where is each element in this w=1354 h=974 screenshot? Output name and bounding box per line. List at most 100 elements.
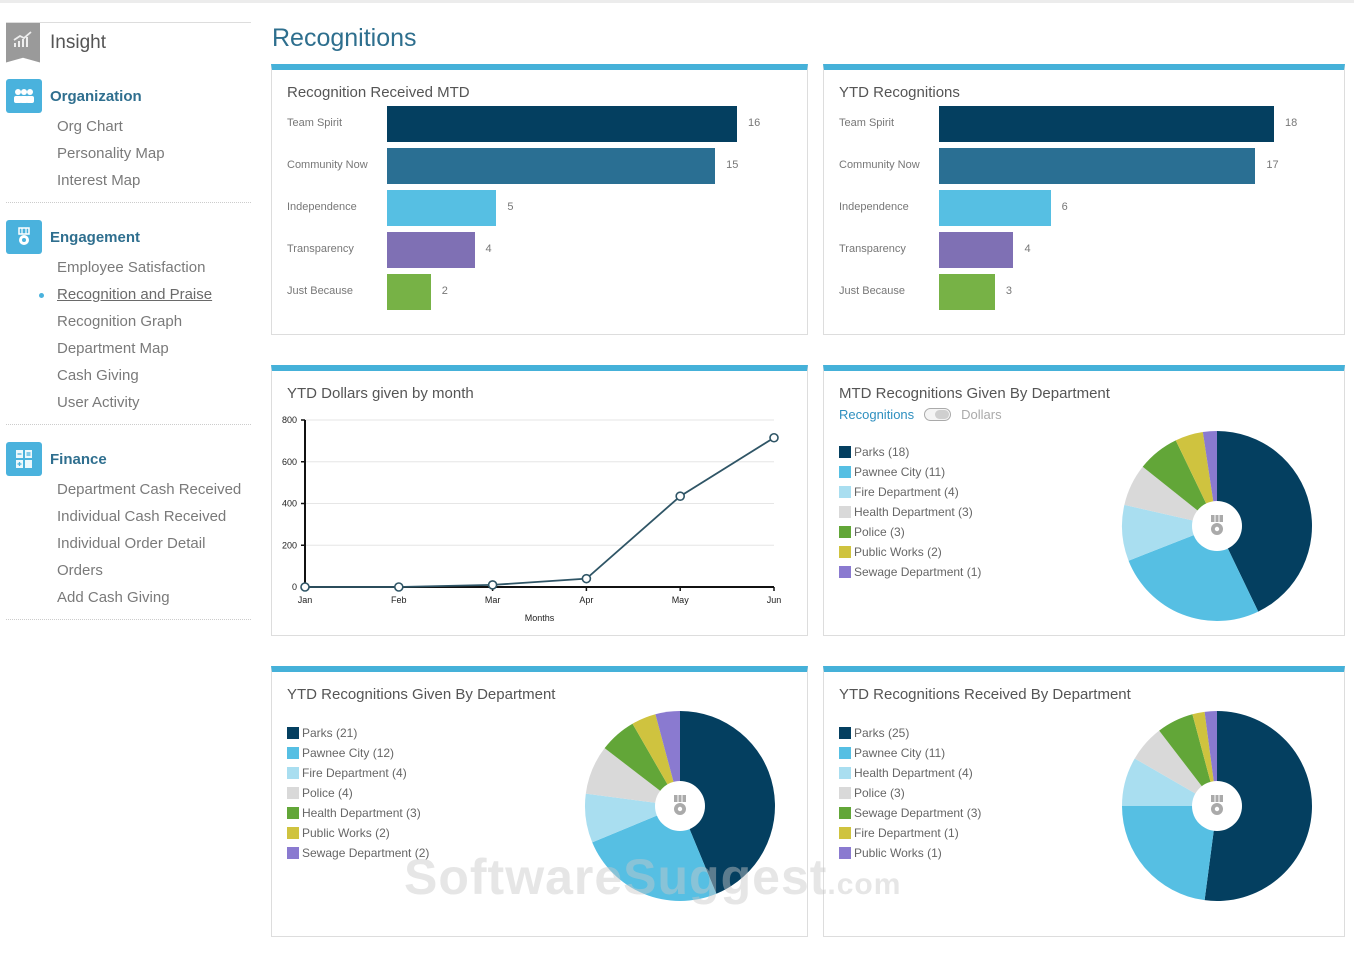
sidebar-item-user-activity[interactable]: User Activity (57, 394, 140, 411)
legend-item[interactable]: Fire Department (4) (839, 482, 981, 502)
legend-swatch (287, 787, 299, 799)
legend-item[interactable]: Parks (25) (839, 723, 981, 743)
top-border (0, 0, 1354, 3)
bar-label: Just Because (839, 285, 906, 297)
pie-slice[interactable] (1142, 440, 1217, 526)
legend-item[interactable]: Police (3) (839, 522, 981, 542)
finance-header[interactable]: Finance (6, 442, 251, 476)
legend-item[interactable]: Police (3) (839, 783, 981, 803)
toggle-switch[interactable] (924, 408, 952, 421)
legend-item[interactable]: Fire Department (1) (839, 823, 981, 843)
pie-slice[interactable] (1122, 806, 1217, 901)
legend-item[interactable]: Health Department (3) (287, 803, 429, 823)
pie-slice[interactable] (1134, 730, 1217, 806)
y-tick-label: 0 (292, 582, 297, 592)
bar[interactable] (939, 106, 1274, 142)
data-point[interactable] (394, 582, 404, 592)
organization-header[interactable]: Organization (6, 79, 251, 113)
pie-slice[interactable] (1122, 758, 1217, 807)
legend-item[interactable]: Fire Department (4) (287, 763, 429, 783)
toggle-dollars-label[interactable]: Dollars (961, 407, 1002, 422)
legend-item[interactable]: Pawnee City (11) (839, 743, 981, 763)
sidebar-item-individual-cash-received[interactable]: Individual Cash Received (57, 508, 227, 525)
bar[interactable] (387, 274, 431, 310)
bar-value-label: 16 (748, 117, 761, 129)
legend-item[interactable]: Pawnee City (12) (287, 743, 429, 763)
bar-value-label: 3 (1005, 285, 1012, 297)
medal-icon (674, 795, 686, 815)
bar[interactable] (939, 148, 1256, 184)
people-icon (6, 79, 42, 113)
bar[interactable] (387, 148, 716, 184)
legend-item[interactable]: Sewage Department (1) (839, 562, 981, 582)
sidebar-item-org-chart[interactable]: Org Chart (57, 118, 123, 135)
bar[interactable] (939, 274, 995, 310)
pie-slice[interactable] (632, 714, 681, 806)
sidebar-item-add-cash-giving[interactable]: Add Cash Giving (57, 589, 170, 606)
data-point[interactable] (675, 491, 686, 501)
toggle-recognitions-label[interactable]: Recognitions (839, 407, 915, 422)
legend-swatch (839, 767, 851, 779)
pie-slice[interactable] (585, 748, 680, 806)
legend-item[interactable]: Health Department (3) (839, 502, 981, 522)
pie-slice[interactable] (1217, 431, 1312, 612)
bar[interactable] (387, 190, 497, 226)
bar[interactable] (387, 232, 475, 268)
pie-slice[interactable] (1122, 504, 1217, 561)
pie-slice[interactable] (680, 711, 775, 894)
sidebar-item-employee-satisfaction[interactable]: Employee Satisfaction (57, 259, 206, 276)
insight-header[interactable]: Insight (6, 22, 251, 63)
y-tick-label: 400 (282, 499, 297, 509)
legend-swatch (839, 526, 851, 538)
legend-label: Sewage Department (1) (854, 565, 982, 579)
bar[interactable] (939, 190, 1051, 226)
data-point[interactable] (769, 432, 779, 443)
sidebar-item-individual-order-detail[interactable]: Individual Order Detail (57, 535, 206, 552)
sidebar-item-interest-map[interactable]: Interest Map (57, 172, 141, 189)
legend-item[interactable]: Parks (18) (839, 442, 981, 462)
bar-value-label: 4 (485, 243, 492, 255)
pie-slice[interactable] (1124, 466, 1217, 526)
legend-label: Fire Department (4) (302, 766, 407, 780)
y-tick-label: 800 (282, 415, 297, 425)
sidebar-item-orders[interactable]: Orders (57, 562, 103, 579)
pie-slice[interactable] (604, 723, 680, 806)
legend-item[interactable]: Public Works (2) (287, 823, 429, 843)
sidebar-item-personality-map[interactable]: Personality Map (57, 145, 165, 162)
legend-item[interactable]: Sewage Department (2) (287, 843, 429, 863)
sidebar-item-cash-giving[interactable]: Cash Giving (57, 367, 139, 384)
legend-item[interactable]: Health Department (4) (839, 763, 981, 783)
pie-slice[interactable] (1128, 526, 1259, 621)
medal-icon (1211, 795, 1223, 815)
data-point[interactable] (487, 580, 498, 590)
engagement-header[interactable]: Engagement (6, 220, 251, 254)
data-point[interactable] (300, 582, 310, 592)
card-title: YTD Dollars given by month (287, 385, 474, 402)
sidebar-item-recognition-graph[interactable]: Recognition Graph (57, 313, 183, 330)
mtd-given-by-department-card: MTD Recognitions Given By Department Rec… (823, 365, 1345, 636)
sidebar-item-recognition-and-praise[interactable]: Recognition and Praise (39, 281, 251, 308)
y-tick-label: 600 (282, 457, 297, 467)
pie-slice[interactable] (1175, 432, 1217, 526)
legend-swatch (839, 566, 851, 578)
sidebar-item-department-cash-received[interactable]: Department Cash Received (57, 481, 242, 498)
legend-item[interactable]: Public Works (1) (839, 843, 981, 863)
bar-label: Independence (839, 201, 909, 213)
sidebar-item-department-map[interactable]: Department Map (57, 340, 169, 357)
engagement-items: Employee Satisfaction Recognition and Pr… (6, 254, 251, 416)
legend-item[interactable]: Parks (21) (287, 723, 429, 743)
legend-item[interactable]: Sewage Department (3) (839, 803, 981, 823)
bar[interactable] (939, 232, 1014, 268)
x-tick-label: Feb (391, 595, 407, 605)
legend-item[interactable]: Public Works (2) (839, 542, 981, 562)
data-point[interactable] (581, 573, 592, 584)
line-chart: 0 200 400 600 800 Jan Feb Mar Apr May Jun Months (282, 415, 781, 623)
ytd-dollars-card: YTD Dollars given by month 0 200 400 600 800… (271, 365, 808, 636)
bar-value-label: 4 (1024, 243, 1031, 255)
bar[interactable] (387, 106, 737, 142)
bar-value-label: 6 (1061, 201, 1068, 213)
pie-slice[interactable] (1159, 714, 1217, 806)
pie-slice[interactable] (1204, 711, 1312, 901)
legend-item[interactable]: Police (4) (287, 783, 429, 803)
legend-item[interactable]: Pawnee City (11) (839, 462, 981, 482)
